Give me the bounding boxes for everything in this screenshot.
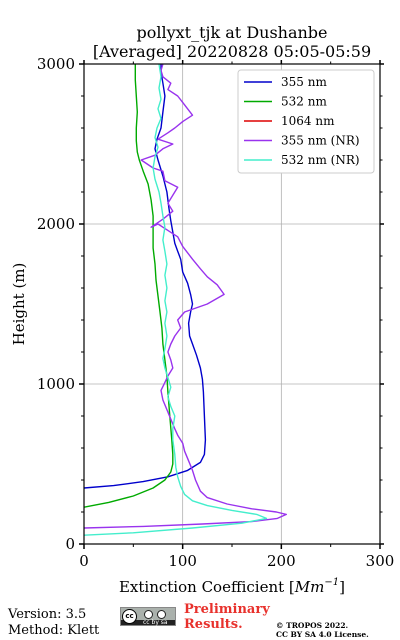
- legend-label-2: 1064 nm: [281, 114, 335, 128]
- x-tick-label: 0: [79, 552, 89, 570]
- method-label: Method: Klett: [8, 623, 100, 638]
- legend-label-1: 532 nm: [281, 95, 327, 109]
- by-icon: [144, 610, 153, 619]
- y-tick-label: 0: [65, 535, 75, 553]
- x-tick-label: 300: [366, 552, 395, 570]
- x-axis-label: Extinction Coefficient [Mm−1]: [119, 577, 345, 596]
- x-axis-label-unit: Mm: [294, 578, 325, 596]
- series-line-1: [84, 64, 174, 508]
- legend-label-4: 532 nm (NR): [281, 153, 360, 167]
- y-tick-label: 2000: [37, 215, 75, 233]
- copyright-notice: © TROPOS 2022. CC BY SA 4.0 License.: [276, 621, 369, 639]
- cc-license-badge: cc cc by sa: [120, 607, 176, 626]
- legend-box: [237, 69, 375, 174]
- y-tick-label: 1000: [37, 375, 75, 393]
- cc-icon: cc: [122, 609, 137, 624]
- y-tick-label: 3000: [37, 55, 75, 73]
- chart: pollyxt_tjk at Dushanbe [Averaged] 20220…: [10, 23, 395, 596]
- sa-icon: [157, 610, 166, 619]
- chart-title-line2: [Averaged] 20220828 05:05-05:59: [93, 42, 371, 61]
- copyright-line2: CC BY SA 4.0 License.: [276, 630, 369, 639]
- x-tick-label: 200: [267, 552, 296, 570]
- preliminary-results-label: Preliminary Results.: [184, 602, 270, 632]
- series-layer: [84, 64, 287, 536]
- x-axis-label-close: ]: [339, 578, 345, 596]
- legend-label-3: 355 nm (NR): [281, 134, 360, 148]
- x-axis-label-exponent: −1: [324, 577, 339, 588]
- copyright-line1: © TROPOS 2022.: [276, 621, 349, 630]
- chart-title-line1: pollyxt_tjk at Dushanbe: [136, 23, 327, 42]
- y-axis-label: Height (m): [10, 263, 28, 346]
- series-line-0: [84, 64, 207, 489]
- version-label: Version: 3.5: [8, 607, 87, 622]
- x-axis-label-main: Extinction Coefficient [: [119, 578, 295, 596]
- cc-badge-text: cc by sa: [143, 619, 168, 626]
- legend-label-0: 355 nm: [281, 75, 327, 89]
- x-tick-label: 100: [168, 552, 197, 570]
- series-line-4: [84, 64, 268, 536]
- series-line-3: [84, 64, 287, 529]
- legend: 355 nm 532 nm 1064 nm 355 nm (NR) 532 nm (NR…: [237, 69, 375, 174]
